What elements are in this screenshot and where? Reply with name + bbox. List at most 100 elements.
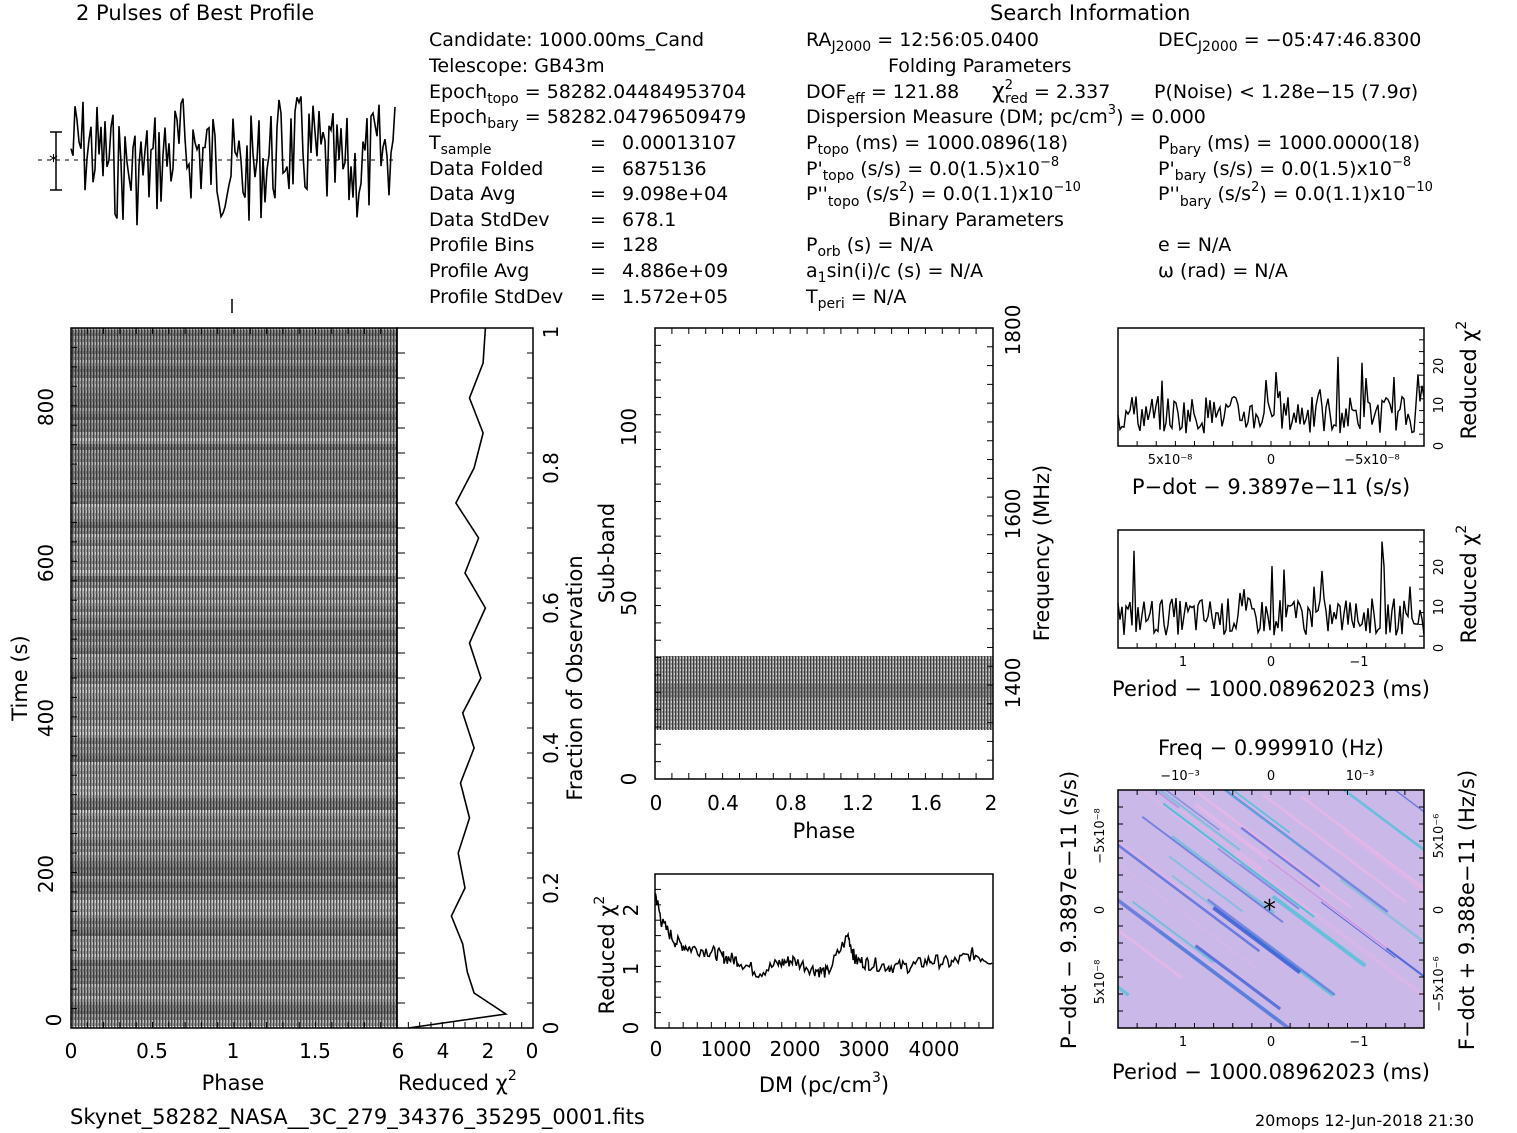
period-axis-label: Period − 1000.08962023 (ms) [1112,677,1430,701]
data-std-value: 678.1 [622,209,676,231]
subband-phase-plot: 0 50 100 Sub-band 1400 1600 1800 Frequen… [595,305,1054,843]
p-pdot-heatmap [1118,790,1424,1028]
pdot-redchi-label: Reduced χ2 [1454,321,1481,440]
phase2-tick-1-2: 1.2 [842,791,874,815]
binary-title: Binary Parameters [888,209,1064,231]
fraction-axis-label: Fraction of Observation [563,555,587,800]
time-phase-row [71,1002,397,1008]
phase2-tick-1-6: 1.6 [910,791,942,815]
tsample-value: 0.00013107 [622,132,737,154]
pdot-xtick-pos: 5x10⁻⁸ [1148,453,1193,468]
search-title: Search Information [990,1,1190,25]
redchi-fraction-frame [396,327,534,1029]
time-phase-row [71,696,397,702]
time-phase-row [71,678,397,684]
p-pdot-plane-plot: * Freq − 0.999910 (Hz) −10⁻³ 0 10⁻³ 1 0 … [1057,736,1479,1084]
time-phase-row [71,894,397,900]
time-phase-plot: 0 200 400 600 800 Time (s) 0 0.5 1 1.5 P… [8,327,398,1095]
time-phase-row [71,390,397,396]
time-phase-row [71,816,397,822]
porb-line: Porb (s) = N/A [806,234,933,260]
data-avg-label: Data Avg [429,183,516,205]
search-info: RAJ2000 = 12:56:05.0400 DECJ2000 = −05:4… [805,29,1433,312]
profile-std-eq: = [590,286,606,308]
time-phase-row [71,480,397,486]
time-phase-row [71,372,397,378]
pp-rtick-neg: −5x10⁻⁶ [1432,956,1447,1011]
dm-axis-label: DM (pc/cm3) [759,1070,889,1097]
time-phase-row [71,384,397,390]
pdot-chi-line [1117,356,1425,434]
period-ytick-20: 20 [1432,559,1447,576]
dm-line: Dispersion Measure (DM; pc/cm3) = 0.000 [806,103,1206,128]
data-avg-eq: = [590,183,606,205]
fraction-tick-1: 1 [539,326,563,339]
phase-axis-label: Phase [202,1071,265,1095]
p-pdot-streak [1343,830,1424,894]
time-phase-row [71,534,397,540]
pulse-profile-plot: * [38,96,396,313]
time-phase-row [71,432,397,438]
time-phase-row [71,768,397,774]
phase-tick-0: 0 [65,1039,78,1063]
time-phase-heatmap [71,328,397,1028]
dm-tick-2000: 2000 [770,1037,821,1061]
redchi-fraction-ticks [396,327,534,1029]
p-pdot-streak [1163,930,1235,984]
pddot-bary-line: P''bary (s/s2) = 0.0(1.1)x10−10 [1158,180,1433,210]
time-phase-row [71,606,397,612]
freq-tick-1800: 1800 [1001,305,1025,356]
time-phase-row [71,750,397,756]
subband-axis-label: Sub-band [595,503,619,603]
period-xtick-1: 1 [1179,655,1187,670]
time-phase-row [71,732,397,738]
p-pdot-streak [1168,855,1244,913]
pdot-xtick-0: 0 [1267,453,1275,468]
time-phase-row [71,684,397,690]
fraction-tick-0-8: 0.8 [539,452,563,484]
fraction-tick-0-4: 0.4 [539,732,563,764]
time-phase-row [71,918,397,924]
p-pdot-streak [1232,851,1424,999]
time-phase-row [71,912,397,918]
data-std-label: Data StdDev [429,209,550,231]
period-ytick-10: 10 [1432,599,1447,616]
time-phase-row [71,744,397,750]
time-phase-row [71,336,397,342]
pp-pdot-axis-label: P−dot − 9.3897e−11 (s/s) [1057,771,1081,1049]
time-phase-row [71,486,397,492]
p-pdot-streak [1212,906,1302,975]
time-phase-row [71,504,397,510]
redchi-fraction-plot: 6 4 2 0 Reduced χ2 0 0.2 0.4 0.6 0.8 1 F… [392,326,587,1095]
folding-title: Folding Parameters [888,55,1071,77]
subband-tick-50: 50 [617,590,641,615]
period-chi-line [1117,541,1425,636]
time-phase-row [71,702,397,708]
time-phase-row [71,870,397,876]
period-chi-ticks [1117,529,1425,649]
time-phase-row [71,876,397,882]
time-phase-row [71,414,397,420]
redchi-dm-plot: 0 1 2 Reduced χ2 0 1000 2000 3000 4000 D… [592,873,994,1097]
subband-tick-0: 0 [617,773,641,786]
phase2-tick-2: 2 [985,791,998,815]
telescope-line: Telescope: GB43m [428,55,605,77]
time-phase-row [71,690,397,696]
pp-xtick-0: 0 [1267,1035,1275,1050]
data-folded-label: Data Folded [429,158,543,180]
freq-tick-1400: 1400 [1001,658,1025,709]
time-axis-label: Time (s) [8,635,32,721]
profile-star-marker: * [49,151,58,172]
p-pdot-streak [1231,790,1291,834]
time-phase-row [71,804,397,810]
time-phase-row [71,396,397,402]
time-phase-row [71,666,397,672]
pp-ytick-pos: 5x10⁻⁸ [1093,960,1108,1005]
time-phase-row [71,858,397,864]
phase-tick-1-5: 1.5 [299,1039,331,1063]
time-phase-row [71,558,397,564]
time-phase-row [71,846,397,852]
time-phase-row [71,762,397,768]
time-phase-row [71,864,397,870]
time-phase-row [71,936,397,942]
